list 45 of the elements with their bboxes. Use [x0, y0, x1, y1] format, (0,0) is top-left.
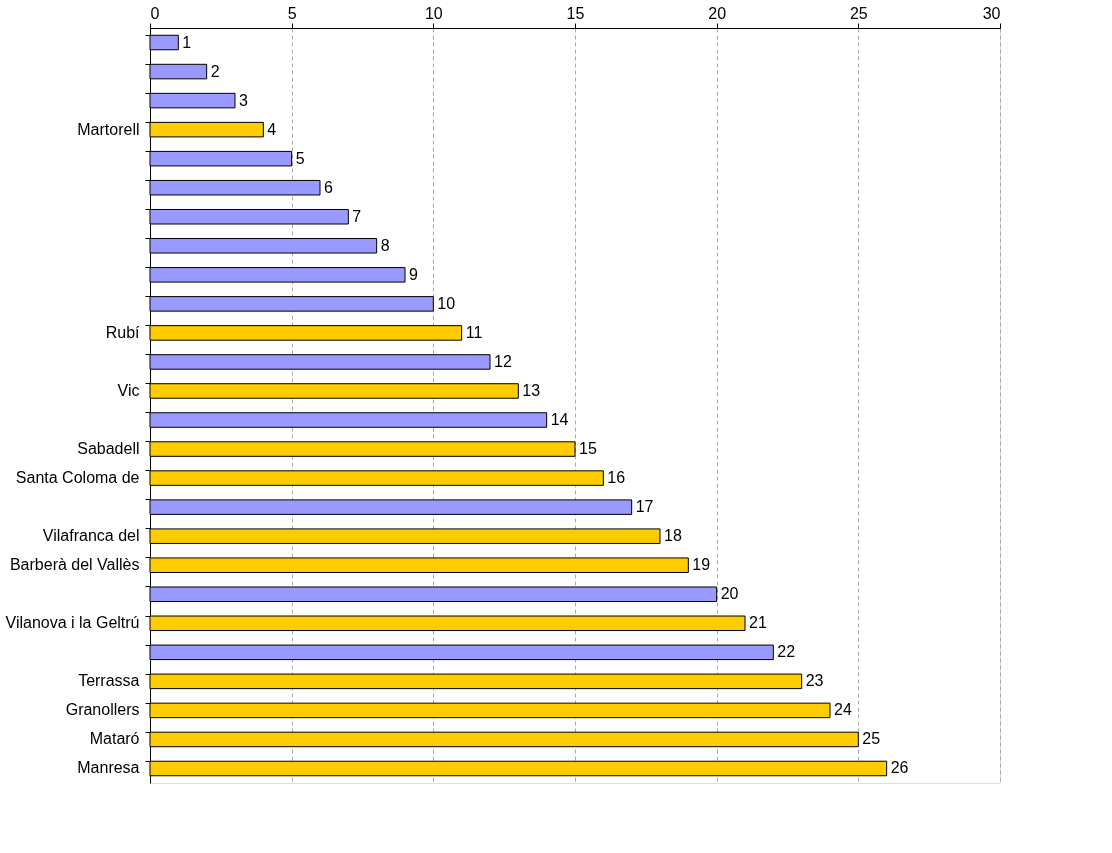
data-label: 10 [437, 294, 456, 312]
y-tick-label: Barberà del Vallès [9, 556, 140, 574]
data-label: 23 [805, 672, 824, 690]
data-label: 9 [409, 265, 418, 283]
data-label: 20 [720, 585, 739, 603]
data-label: 18 [664, 527, 682, 545]
y-tick-label: Granollers [65, 701, 140, 719]
data-label: 22 [777, 643, 796, 661]
y-tick-label: Vilanova i la Geltrú [5, 614, 140, 632]
data-label: 16 [607, 469, 626, 487]
data-label: 12 [494, 352, 512, 370]
x-tick-label: 30 [982, 4, 1001, 22]
x-tick-label: 25 [849, 4, 868, 22]
x-tick-label: 20 [708, 4, 727, 22]
data-label: 25 [862, 730, 881, 748]
data-label: 3 [239, 91, 248, 109]
y-tick-label: Mataró [89, 730, 140, 748]
y-tick-label: Martorell [77, 120, 140, 138]
data-label: 11 [465, 323, 483, 341]
data-label: 2 [210, 62, 220, 80]
y-tick-label: Vilafranca del [42, 527, 140, 545]
data-label: 21 [749, 614, 767, 632]
x-tick-label: 10 [424, 4, 443, 22]
data-label: 26 [890, 759, 909, 777]
data-label: 6 [324, 178, 333, 196]
y-tick-label: Terrassa [78, 672, 140, 690]
data-label: 5 [295, 149, 305, 167]
data-label: 8 [380, 236, 390, 254]
y-tick-label: Santa Coloma de [15, 469, 140, 487]
x-tick-label: 15 [566, 4, 585, 22]
data-label: 19 [692, 556, 711, 574]
data-label: 4 [267, 120, 277, 138]
data-label: 15 [579, 440, 597, 458]
data-label: 14 [550, 411, 569, 429]
x-tick-label: 0 [150, 4, 160, 22]
data-label: 1 [182, 33, 192, 51]
x-tick-label: 5 [287, 4, 297, 22]
y-tick-label: Rubí [105, 323, 141, 341]
y-tick-label: Sabadell [77, 440, 140, 458]
data-label: 24 [834, 701, 852, 719]
y-tick-label: Vic [117, 381, 140, 399]
data-label: 17 [635, 498, 654, 516]
y-tick-label: Manresa [77, 759, 140, 777]
data-label: 7 [352, 207, 362, 225]
data-label: 13 [522, 381, 541, 399]
